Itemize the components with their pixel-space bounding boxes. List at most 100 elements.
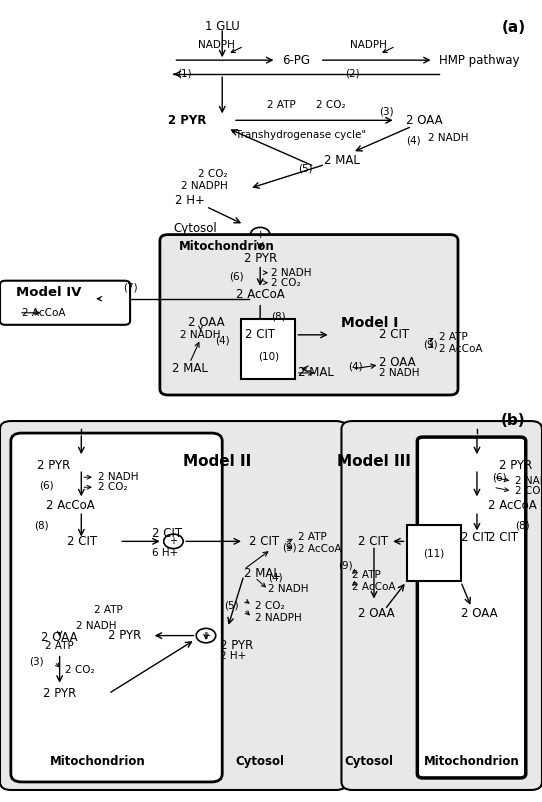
Text: 2 CIT: 2 CIT <box>67 535 98 548</box>
Text: NADPH: NADPH <box>198 40 235 50</box>
Text: (4): (4) <box>349 362 363 372</box>
Text: 2 CIT: 2 CIT <box>488 531 518 544</box>
Text: 2 CIT: 2 CIT <box>461 531 491 544</box>
Text: 2 ATP: 2 ATP <box>352 570 381 581</box>
Text: 2 MAL: 2 MAL <box>324 154 359 167</box>
Text: 2 CO₂: 2 CO₂ <box>316 100 345 110</box>
Text: Model III: Model III <box>337 454 411 468</box>
Text: 2 CIT: 2 CIT <box>152 527 182 540</box>
Text: 2 MAL: 2 MAL <box>172 363 208 375</box>
Text: 6-PG: 6-PG <box>282 54 310 67</box>
Text: (4): (4) <box>406 136 421 145</box>
Text: 2 CIT: 2 CIT <box>379 328 410 342</box>
Text: (9): (9) <box>338 561 352 570</box>
Text: 2 PYR: 2 PYR <box>167 114 206 127</box>
Text: 2 ATP: 2 ATP <box>298 533 327 542</box>
Text: 2 PYR: 2 PYR <box>37 459 70 472</box>
Text: 1 GLU: 1 GLU <box>205 20 240 33</box>
FancyBboxPatch shape <box>406 525 461 581</box>
Text: 2 CO₂: 2 CO₂ <box>271 277 301 288</box>
Text: 2 CIT: 2 CIT <box>245 328 275 342</box>
Text: 2 ATP: 2 ATP <box>94 605 123 614</box>
Text: 2 OAA: 2 OAA <box>188 316 224 330</box>
Text: (8): (8) <box>271 312 286 322</box>
Text: 2 CO₂: 2 CO₂ <box>515 486 542 496</box>
Text: 2 AcCoA: 2 AcCoA <box>352 582 396 593</box>
Text: +: + <box>255 229 265 240</box>
FancyBboxPatch shape <box>0 281 130 325</box>
Text: Cytosol: Cytosol <box>173 222 217 235</box>
Text: 2 NADPH: 2 NADPH <box>255 613 301 622</box>
Text: 2 NADH: 2 NADH <box>271 268 312 277</box>
FancyBboxPatch shape <box>241 319 295 379</box>
Text: 2 ATP: 2 ATP <box>439 332 468 342</box>
Text: (1): (1) <box>177 68 191 78</box>
Text: +: + <box>202 630 210 641</box>
Text: Cytosol: Cytosol <box>344 755 393 768</box>
Text: (8): (8) <box>515 520 530 530</box>
Text: 2 PYR: 2 PYR <box>243 252 277 265</box>
Text: 2 NADH: 2 NADH <box>180 330 221 340</box>
Text: Mitochondrion: Mitochondrion <box>179 240 275 253</box>
Text: (7): (7) <box>123 283 137 293</box>
Text: 2 AcCoA: 2 AcCoA <box>298 545 341 554</box>
Text: (3): (3) <box>29 657 43 666</box>
Text: (2): (2) <box>345 68 359 78</box>
Text: "Transhydrogenase cycle": "Transhydrogenase cycle" <box>230 131 366 140</box>
Text: 2 AcCoA: 2 AcCoA <box>236 288 285 302</box>
Text: (11): (11) <box>423 549 444 558</box>
Text: (5): (5) <box>298 164 313 173</box>
Text: 2 MAL: 2 MAL <box>244 567 280 580</box>
Text: (9): (9) <box>282 542 296 553</box>
Text: (6): (6) <box>492 472 507 482</box>
Text: 2 CIT: 2 CIT <box>249 535 280 548</box>
Text: 2 NADPH: 2 NADPH <box>181 181 228 192</box>
Text: 2 H+: 2 H+ <box>220 650 246 661</box>
FancyBboxPatch shape <box>0 421 347 790</box>
Text: Mitochondrion: Mitochondrion <box>424 755 519 768</box>
Text: 2 AcCoA: 2 AcCoA <box>488 499 537 512</box>
Text: 2 OAA: 2 OAA <box>461 607 498 620</box>
Text: (4): (4) <box>268 573 283 582</box>
Text: (b): (b) <box>501 413 526 428</box>
Text: 2 CO₂: 2 CO₂ <box>65 665 95 674</box>
Text: 2 ATP: 2 ATP <box>267 100 296 110</box>
Text: 2 AcCoA: 2 AcCoA <box>22 308 65 318</box>
Text: (5): (5) <box>224 601 238 610</box>
Text: (8): (8) <box>34 520 49 530</box>
Text: 2 NADH: 2 NADH <box>268 585 309 594</box>
Text: Cytosol: Cytosol <box>236 755 285 768</box>
Text: Model IV: Model IV <box>16 286 81 299</box>
Text: 2 PYR: 2 PYR <box>499 459 532 472</box>
Text: 2 CO₂: 2 CO₂ <box>198 169 228 180</box>
Text: +: + <box>170 537 177 546</box>
Text: 2 NADH: 2 NADH <box>76 621 117 630</box>
Text: 2 NADH: 2 NADH <box>515 476 542 486</box>
Text: 2 MAL: 2 MAL <box>298 367 334 379</box>
Text: 6 H+: 6 H+ <box>152 549 178 558</box>
FancyBboxPatch shape <box>341 421 542 790</box>
Text: HMP pathway: HMP pathway <box>439 54 520 67</box>
Text: 2 CO₂: 2 CO₂ <box>98 482 127 492</box>
FancyBboxPatch shape <box>417 437 526 778</box>
Text: 2 PYR: 2 PYR <box>43 687 76 700</box>
Text: 2 OAA: 2 OAA <box>358 607 395 620</box>
Text: 2 ATP: 2 ATP <box>45 641 74 650</box>
Text: 2 NADH: 2 NADH <box>428 133 469 144</box>
Text: Mitochondrion: Mitochondrion <box>50 755 145 768</box>
Text: (6): (6) <box>40 480 54 490</box>
Text: Model I: Model I <box>341 316 399 330</box>
Text: Model II: Model II <box>183 454 251 468</box>
Text: NADPH: NADPH <box>350 40 387 50</box>
Text: 2 NADH: 2 NADH <box>379 368 420 378</box>
Text: (10): (10) <box>258 352 279 362</box>
Text: (9): (9) <box>423 340 437 350</box>
Text: 2 AcCoA: 2 AcCoA <box>439 344 482 354</box>
Text: (3): (3) <box>379 107 394 116</box>
FancyBboxPatch shape <box>160 235 458 395</box>
Text: 2 CIT: 2 CIT <box>358 535 388 548</box>
Text: 2 CO₂: 2 CO₂ <box>255 601 285 610</box>
Text: 2 PYR: 2 PYR <box>108 629 141 642</box>
Text: (4): (4) <box>215 336 229 346</box>
Text: 2 OAA: 2 OAA <box>379 356 416 370</box>
